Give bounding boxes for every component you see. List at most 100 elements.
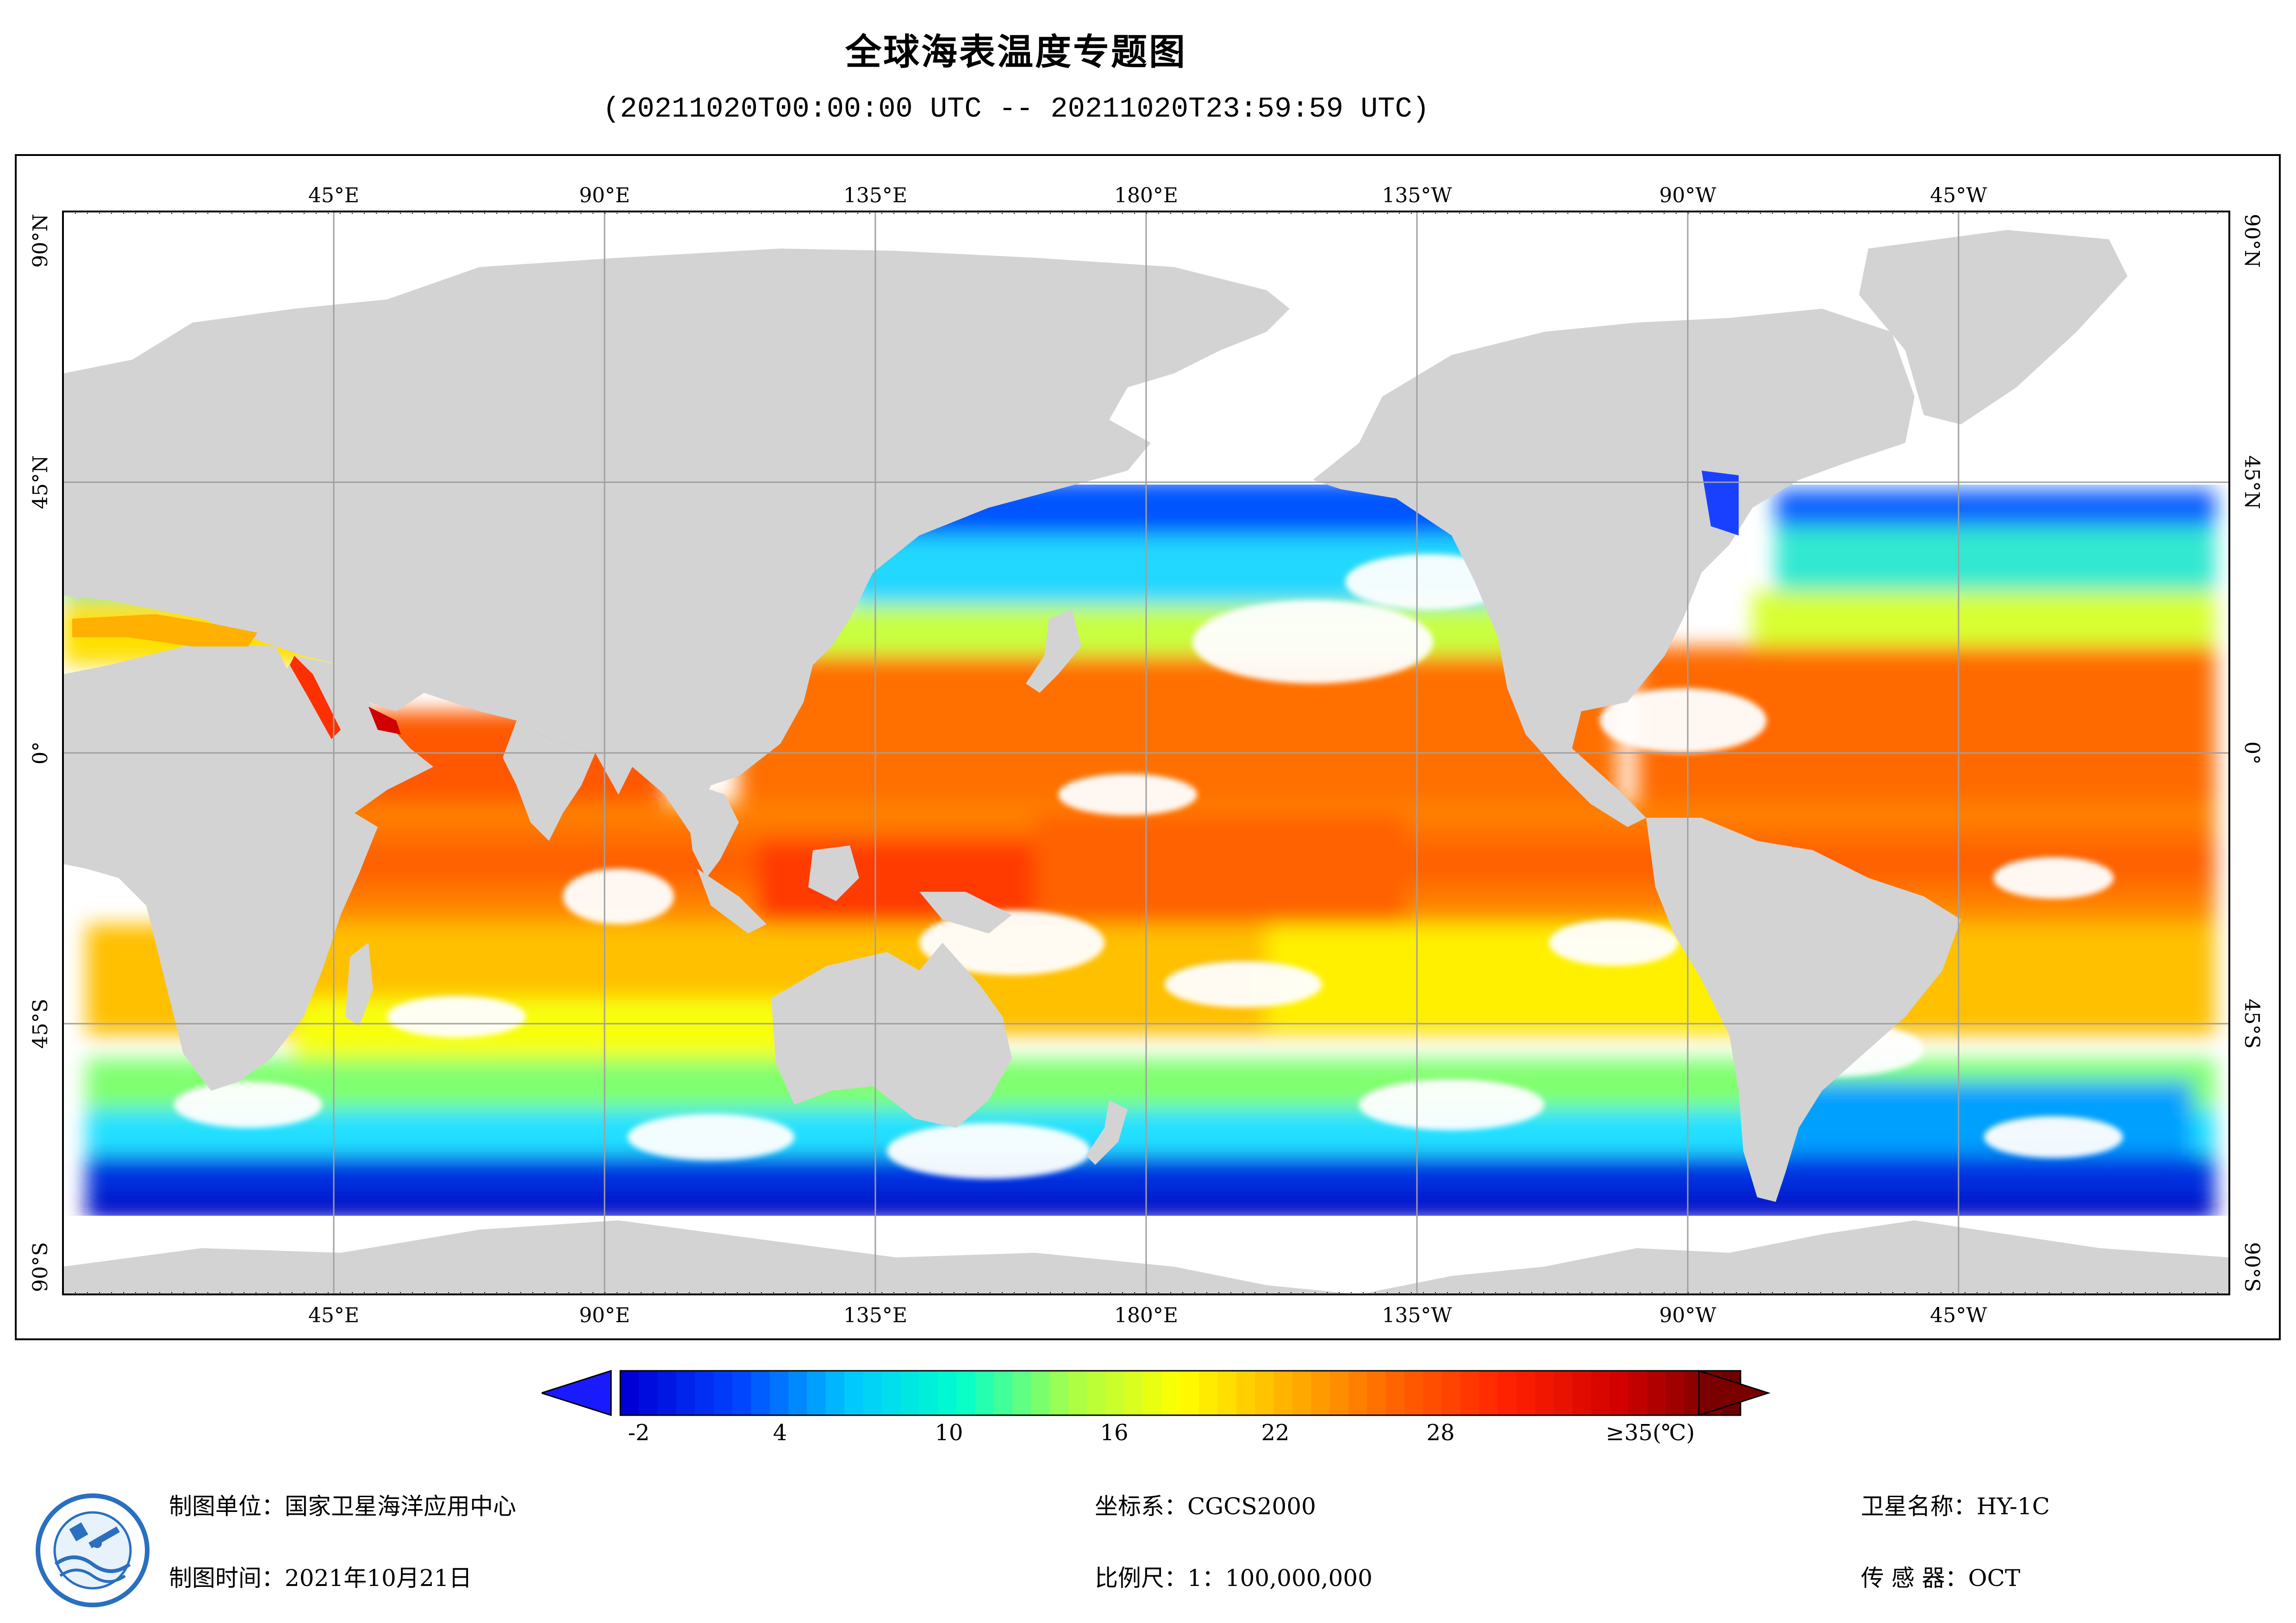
lon-label-top: 135°W xyxy=(1382,184,1452,207)
land-india xyxy=(503,721,595,841)
lon-labels-top: 45°E 90°E 135°E 180°E 135°W 90°W 45°W xyxy=(308,184,1987,207)
colorbar-cell xyxy=(937,1371,957,1415)
red-sea xyxy=(290,656,341,739)
colorbar-under-arrow xyxy=(542,1369,612,1417)
sea-surface-temperature-map[interactable]: 45°E 90°E 135°E 180°E 135°W 90°W 45°W 45… xyxy=(17,156,2279,1338)
lon-label-bottom: 180°E xyxy=(1114,1304,1178,1327)
colorbar-cell xyxy=(919,1371,938,1415)
colorbar-cell xyxy=(1180,1371,1200,1415)
colorbar-cell xyxy=(1329,1371,1349,1415)
colorbar-cell xyxy=(788,1371,808,1415)
colorbar-tick-label: 22 xyxy=(1261,1420,1290,1446)
colorbar-cell xyxy=(993,1371,1013,1415)
colorbar-tick-label: 16 xyxy=(1100,1420,1129,1446)
colorbar-cell xyxy=(975,1371,994,1415)
lon-label-bottom: 135°E xyxy=(843,1304,907,1327)
lon-label-bottom: 90°W xyxy=(1659,1304,1716,1327)
colorbar-cell xyxy=(1255,1371,1274,1415)
colorbar-cell xyxy=(1143,1371,1162,1415)
colorbar-cell xyxy=(1031,1371,1050,1415)
colorbar-cell xyxy=(769,1371,789,1415)
colorbar-cell xyxy=(751,1371,770,1415)
lon-label-bottom: 90°E xyxy=(579,1304,630,1327)
colorbar-cell xyxy=(620,1371,640,1415)
lat-label-left: 90°N xyxy=(29,214,52,268)
colorbar-tick-label: 10 xyxy=(935,1420,963,1446)
colorbar-cell xyxy=(807,1371,826,1415)
land-new-guinea xyxy=(919,892,1012,933)
colorbar-cell xyxy=(1049,1371,1069,1415)
colorbar-cell xyxy=(1385,1371,1405,1415)
land-uk xyxy=(72,563,95,600)
colorbar-cell xyxy=(1666,1371,1685,1415)
colorbar-tick-label: 28 xyxy=(1426,1420,1455,1446)
lat-label-right: 45°N xyxy=(2240,455,2264,510)
land-africa xyxy=(63,642,378,1091)
colorbar-cell xyxy=(825,1371,845,1415)
land-madagascar xyxy=(345,943,373,1026)
sensor-name: 传 感 器：OCT xyxy=(1861,1565,2021,1592)
land-indochina xyxy=(688,785,739,878)
colorbar-cell xyxy=(1292,1371,1312,1415)
land-south-america xyxy=(1646,818,1961,1202)
colorbar-cell xyxy=(1423,1371,1442,1415)
colorbar-cell xyxy=(1105,1371,1125,1415)
colorbar-cell xyxy=(657,1371,677,1415)
colorbar-cell xyxy=(863,1371,882,1415)
colorbar-cell xyxy=(676,1371,696,1415)
colorbar-cell xyxy=(1610,1371,1629,1415)
lon-label-top: 90°E xyxy=(579,184,630,207)
lon-label-bottom: 45°E xyxy=(308,1304,359,1327)
colorbar-cells xyxy=(620,1371,1741,1415)
lat-label-left: 45°S xyxy=(29,999,52,1049)
land-hudson-bay xyxy=(1702,471,1739,535)
soa-logo xyxy=(36,1493,150,1607)
colorbar-cell xyxy=(1367,1371,1386,1415)
lat-label-left: 90°S xyxy=(29,1242,52,1292)
time-range: (20211020T00:00:00 UTC -- 20211020T23:59… xyxy=(603,93,1429,125)
land-new-zealand xyxy=(1086,1100,1128,1165)
land-japan xyxy=(1026,609,1081,693)
lat-label-right: 90°N xyxy=(2240,214,2264,268)
colorbar-cell xyxy=(1554,1371,1573,1415)
colorbar-cell xyxy=(732,1371,752,1415)
colorbar-cell xyxy=(1348,1371,1368,1415)
colorbar-cell xyxy=(1087,1371,1106,1415)
colorbar-cell xyxy=(844,1371,864,1415)
colorbar-cell xyxy=(1516,1371,1536,1415)
colorbar-cell xyxy=(1497,1371,1517,1415)
colorbar-cell xyxy=(639,1371,658,1415)
colorbar-cell xyxy=(695,1371,714,1415)
lat-labels-right: 90°N 45°N 0° 45°S 90°S xyxy=(2240,214,2264,1292)
land-australia xyxy=(771,943,1012,1128)
lon-label-bottom: 45°W xyxy=(1930,1304,1987,1327)
mediterranean-sea xyxy=(72,614,257,647)
colorbar-cell xyxy=(713,1371,733,1415)
lat-label-right: 0° xyxy=(2240,741,2264,765)
coordinate-system: 坐标系：CGCS2000 xyxy=(1095,1493,1316,1520)
colorbar-cell xyxy=(1068,1371,1088,1415)
lat-labels-left: 90°N 45°N 0° 45°S 90°S xyxy=(29,214,52,1292)
colorbar-tick-label: -2 xyxy=(628,1420,650,1446)
colorbar-cell xyxy=(1199,1371,1218,1415)
lat-label-left: 45°N xyxy=(29,455,52,510)
colorbar-tick-label: ≥35(℃) xyxy=(1605,1420,1695,1446)
lon-label-top: 135°E xyxy=(843,184,907,207)
colorbar-cell xyxy=(1124,1371,1144,1415)
colorbar-cell xyxy=(1236,1371,1256,1415)
land-eurasia xyxy=(63,249,1290,850)
land-borneo xyxy=(808,846,859,901)
colorbar-cell xyxy=(1404,1371,1424,1415)
lon-label-top: 180°E xyxy=(1114,184,1178,207)
lat-label-right: 45°S xyxy=(2240,999,2264,1049)
colorbar-cell xyxy=(1572,1371,1592,1415)
mapping-date: 制图时间：2021年10月21日 xyxy=(169,1565,472,1592)
page-title: 全球海表温度专题图 xyxy=(845,31,1187,73)
lon-label-top: 90°W xyxy=(1659,184,1716,207)
colorbar-cell xyxy=(1535,1371,1554,1415)
colorbar-tick-label: 4 xyxy=(773,1420,787,1446)
colorbar-cell xyxy=(1460,1371,1480,1415)
map-border xyxy=(62,211,2230,1295)
land-north-america xyxy=(1313,309,1915,827)
map-scale: 比例尺：1：100,000,000 xyxy=(1095,1565,1373,1592)
